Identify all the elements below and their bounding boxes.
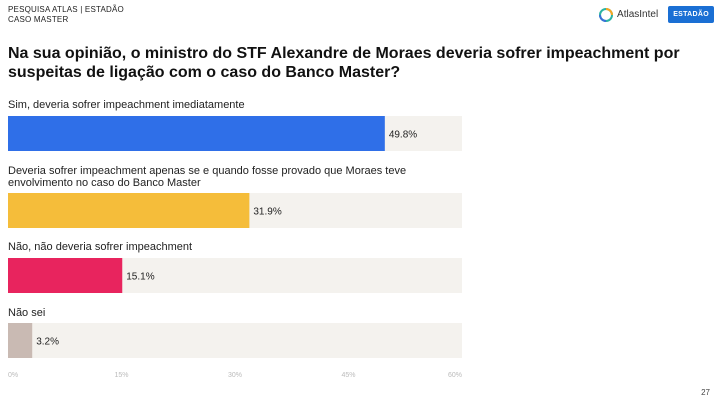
brand-logos: AtlasIntel ESTADÃO — [599, 6, 714, 23]
category-label-2-line-2: envolvimento no caso do Banco Master — [8, 177, 201, 189]
bar-1 — [8, 116, 385, 151]
x-tick-label-30: 30% — [228, 372, 242, 379]
page-number: 27 — [701, 388, 710, 397]
survey-name: PESQUISA ATLAS | ESTADÃO — [8, 5, 124, 14]
atlasintel-logo: AtlasIntel — [599, 7, 659, 22]
bar-value-label-4: 3.2% — [36, 337, 59, 348]
bar-4 — [8, 323, 33, 358]
bar-value-label-2: 31.9% — [253, 207, 281, 218]
bar-value-label-1: 49.8% — [389, 130, 417, 141]
x-tick-label-60: 60% — [448, 372, 462, 379]
bar-3 — [8, 258, 123, 293]
atlasintel-mark-icon — [599, 7, 614, 22]
bar-value-label-3: 15.1% — [126, 272, 154, 283]
x-tick-label-0: 0% — [8, 372, 18, 379]
bar-2 — [8, 193, 250, 228]
survey-header: PESQUISA ATLAS | ESTADÃO CASO MASTER — [8, 5, 124, 25]
survey-topic: CASO MASTER — [8, 15, 69, 24]
x-tick-label-15: 15% — [114, 372, 128, 379]
category-label-3: Não, não deveria sofrer impeachment — [8, 241, 192, 253]
x-tick-label-45: 45% — [341, 372, 355, 379]
category-label-4: Não sei — [8, 307, 45, 319]
category-label-2-line-1: Deveria sofrer impeachment apenas se e q… — [8, 165, 406, 177]
bar-track-4 — [8, 323, 462, 358]
estadao-logo: ESTADÃO — [668, 6, 714, 23]
chart-title: Na sua opinião, o ministro do STF Alexan… — [8, 45, 680, 81]
atlasintel-logo-text: AtlasIntel — [617, 9, 659, 20]
category-label-1: Sim, deveria sofrer impeachment imediata… — [8, 99, 245, 111]
